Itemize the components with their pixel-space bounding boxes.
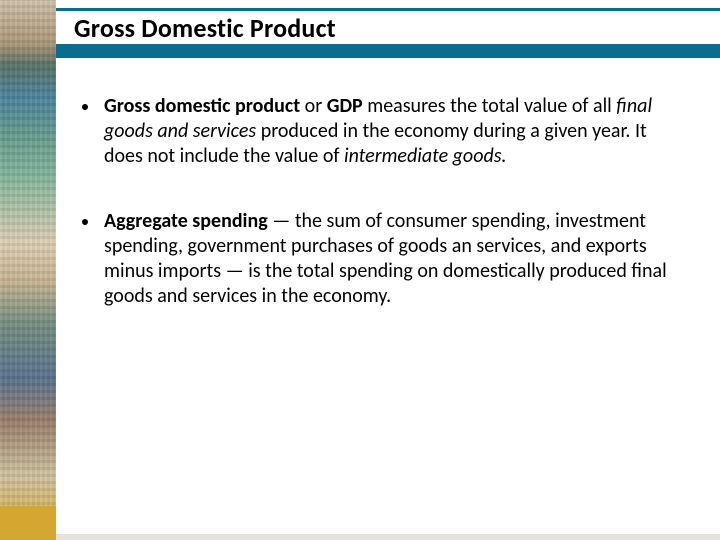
slide: Gross Domestic Product Gross domestic pr… — [0, 0, 720, 540]
bullet-text: Gross domestic product or GDP measures t… — [104, 94, 682, 169]
left-decorative-band — [0, 0, 56, 540]
bullet-item: Gross domestic product or GDP measures t… — [82, 94, 682, 169]
title-bottom-rule — [56, 44, 720, 58]
bullet-item: Aggregate spending — the sum of consumer… — [82, 209, 682, 309]
bullet-text: Aggregate spending — the sum of consumer… — [104, 209, 682, 309]
slide-title: Gross Domestic Product — [56, 11, 720, 44]
content-area: Gross domestic product or GDP measures t… — [82, 94, 682, 349]
bullet-dot-icon — [82, 104, 88, 110]
bottom-edge-rule — [56, 534, 720, 540]
left-accent-bar — [0, 506, 56, 540]
title-bar: Gross Domestic Product — [56, 8, 720, 58]
bullet-dot-icon — [82, 219, 88, 225]
